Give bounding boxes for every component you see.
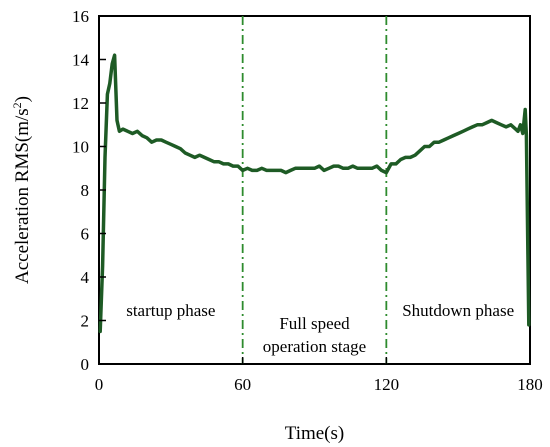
phase-label-line: Full speed <box>279 314 350 333</box>
y-tick-label: 10 <box>72 138 89 157</box>
phase-label: startup phase <box>126 301 215 320</box>
data-series <box>98 53 531 334</box>
y-axis-title: Acceleration RMS(m/s2) <box>10 96 33 284</box>
x-tick-label: 0 <box>95 375 104 394</box>
y-tick-label: 4 <box>81 268 90 287</box>
phase-label-line: startup phase <box>126 301 215 320</box>
phase-dividers <box>241 16 388 364</box>
y-axis-title-close: ) <box>12 96 33 102</box>
y-axis-title-superscript: 2 <box>10 102 24 108</box>
y-axis-title-main: Acceleration RMS(m/s <box>12 108 33 284</box>
phase-label-line: Shutdown phase <box>402 301 514 320</box>
y-tick-label: 6 <box>81 225 90 244</box>
x-axis-title: Time(s) <box>285 423 344 444</box>
phase-label: Full speed operation stage <box>263 314 366 356</box>
y-axis-ticks: 0 2 4 6 8 10 12 14 16 <box>72 7 106 374</box>
phase-labels: startup phase Full speed operation stage Sh… <box>126 301 514 356</box>
phase-label: Shutdown phase <box>402 301 514 320</box>
y-tick-label: 12 <box>72 94 89 113</box>
y-tick-label: 2 <box>81 312 90 331</box>
y-tick-label: 0 <box>81 355 90 374</box>
y-tick-label: 16 <box>72 7 89 26</box>
y-tick-label: 8 <box>81 181 90 200</box>
x-axis-ticks: 0 60 120 180 <box>95 357 543 394</box>
x-tick-label: 60 <box>234 375 251 394</box>
series-line <box>98 53 531 334</box>
x-tick-label: 180 <box>517 375 543 394</box>
x-tick-label: 120 <box>374 375 400 394</box>
phase-label-line: operation stage <box>263 337 366 356</box>
y-tick-label: 14 <box>72 51 90 70</box>
